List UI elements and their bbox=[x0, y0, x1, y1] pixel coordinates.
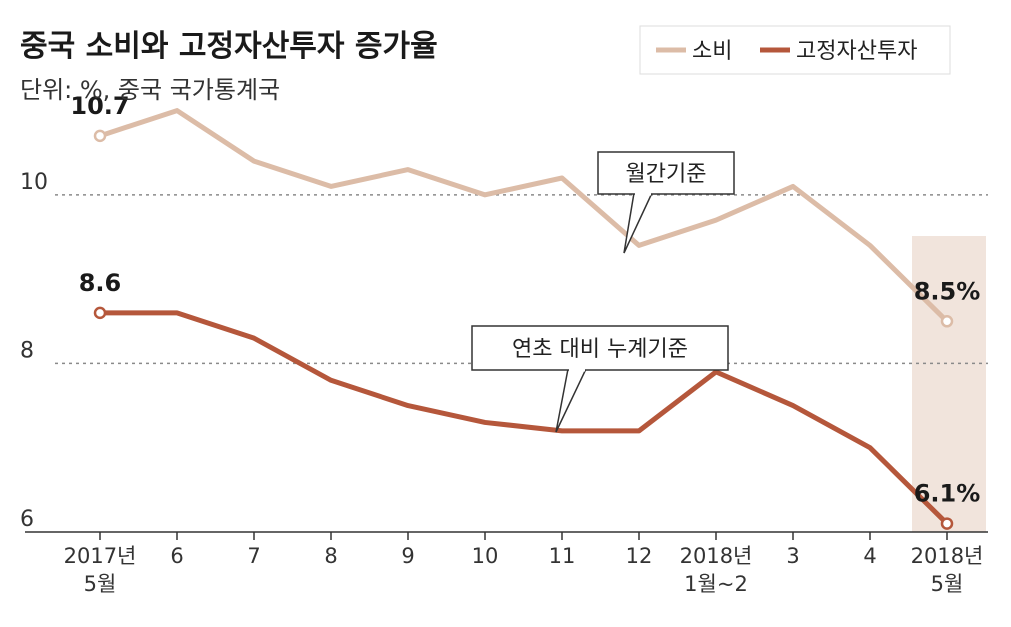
legend: 소비 고정자산투자 bbox=[639, 25, 951, 75]
data-label: 8.6 bbox=[79, 269, 122, 297]
x-tick-label: 1월~2 bbox=[684, 572, 748, 596]
x-tick-label: 7 bbox=[247, 544, 260, 568]
series-point-investment bbox=[940, 517, 954, 530]
data-label: 10.7 bbox=[70, 92, 129, 120]
series-line-investment bbox=[97, 310, 950, 527]
gridlines bbox=[55, 194, 988, 365]
x-tick-label: 8 bbox=[324, 544, 337, 568]
y-tick-label: 6 bbox=[20, 507, 34, 532]
annotation-cumulative-text: 연초 대비 누계기준 bbox=[512, 337, 688, 362]
series-line-consumption bbox=[97, 108, 950, 324]
x-tick-label: 2018년 bbox=[911, 544, 984, 568]
latest-month-highlight bbox=[912, 236, 986, 532]
series-point-consumption bbox=[940, 315, 954, 328]
data-labels: 10.7 8.6 8.5% 6.1% bbox=[70, 92, 980, 508]
legend-box bbox=[639, 25, 951, 75]
series-point-consumption bbox=[93, 129, 107, 143]
x-tick-label: 5월 bbox=[931, 572, 964, 596]
x-tick-label: 2018년 bbox=[680, 544, 753, 568]
annotation-monthly-text: 월간기준 bbox=[626, 162, 707, 187]
annotation-cumulative: 연초 대비 누계기준 bbox=[471, 325, 729, 433]
x-tick-label: 12 bbox=[626, 544, 653, 568]
x-tick-label: 3 bbox=[786, 544, 799, 568]
y-tick-label: 8 bbox=[20, 338, 34, 363]
annotation-monthly-box bbox=[597, 151, 735, 195]
chart-subtitle: 단위: %, 중국 국가통계국 bbox=[20, 76, 280, 104]
x-tick-label: 4 bbox=[863, 544, 876, 568]
x-tick-label: 9 bbox=[401, 544, 414, 568]
x-tick-label: 5월 bbox=[84, 572, 117, 596]
annotation-monthly: 월간기준 bbox=[597, 151, 735, 254]
annotation-cumulative-pointer bbox=[555, 368, 588, 433]
x-tick-label: 2017년 bbox=[64, 544, 137, 568]
annotation-cumulative-box bbox=[471, 325, 729, 371]
x-tick-label: 10 bbox=[472, 544, 499, 568]
x-axis-ticks: 2017년 5월 6 7 8 9 10 11 12 2018년 1월~2 3 4 2018년 5월 bbox=[64, 532, 984, 596]
series-layer bbox=[93, 108, 954, 530]
data-label: 6.1% bbox=[914, 480, 981, 508]
legend-label-consumption: 소비 bbox=[692, 39, 732, 64]
y-tick-label: 10 bbox=[20, 170, 48, 195]
data-label: 8.5% bbox=[914, 277, 981, 305]
legend-label-investment: 고정자산투자 bbox=[796, 39, 917, 64]
x-tick-label: 11 bbox=[549, 544, 576, 568]
series-point-investment bbox=[93, 306, 107, 320]
x-tick-label: 6 bbox=[170, 544, 183, 568]
chart-title: 중국 소비와 고정자산투자 증가율 bbox=[20, 29, 438, 64]
y-axis-ticks: 6 8 10 bbox=[20, 170, 48, 532]
